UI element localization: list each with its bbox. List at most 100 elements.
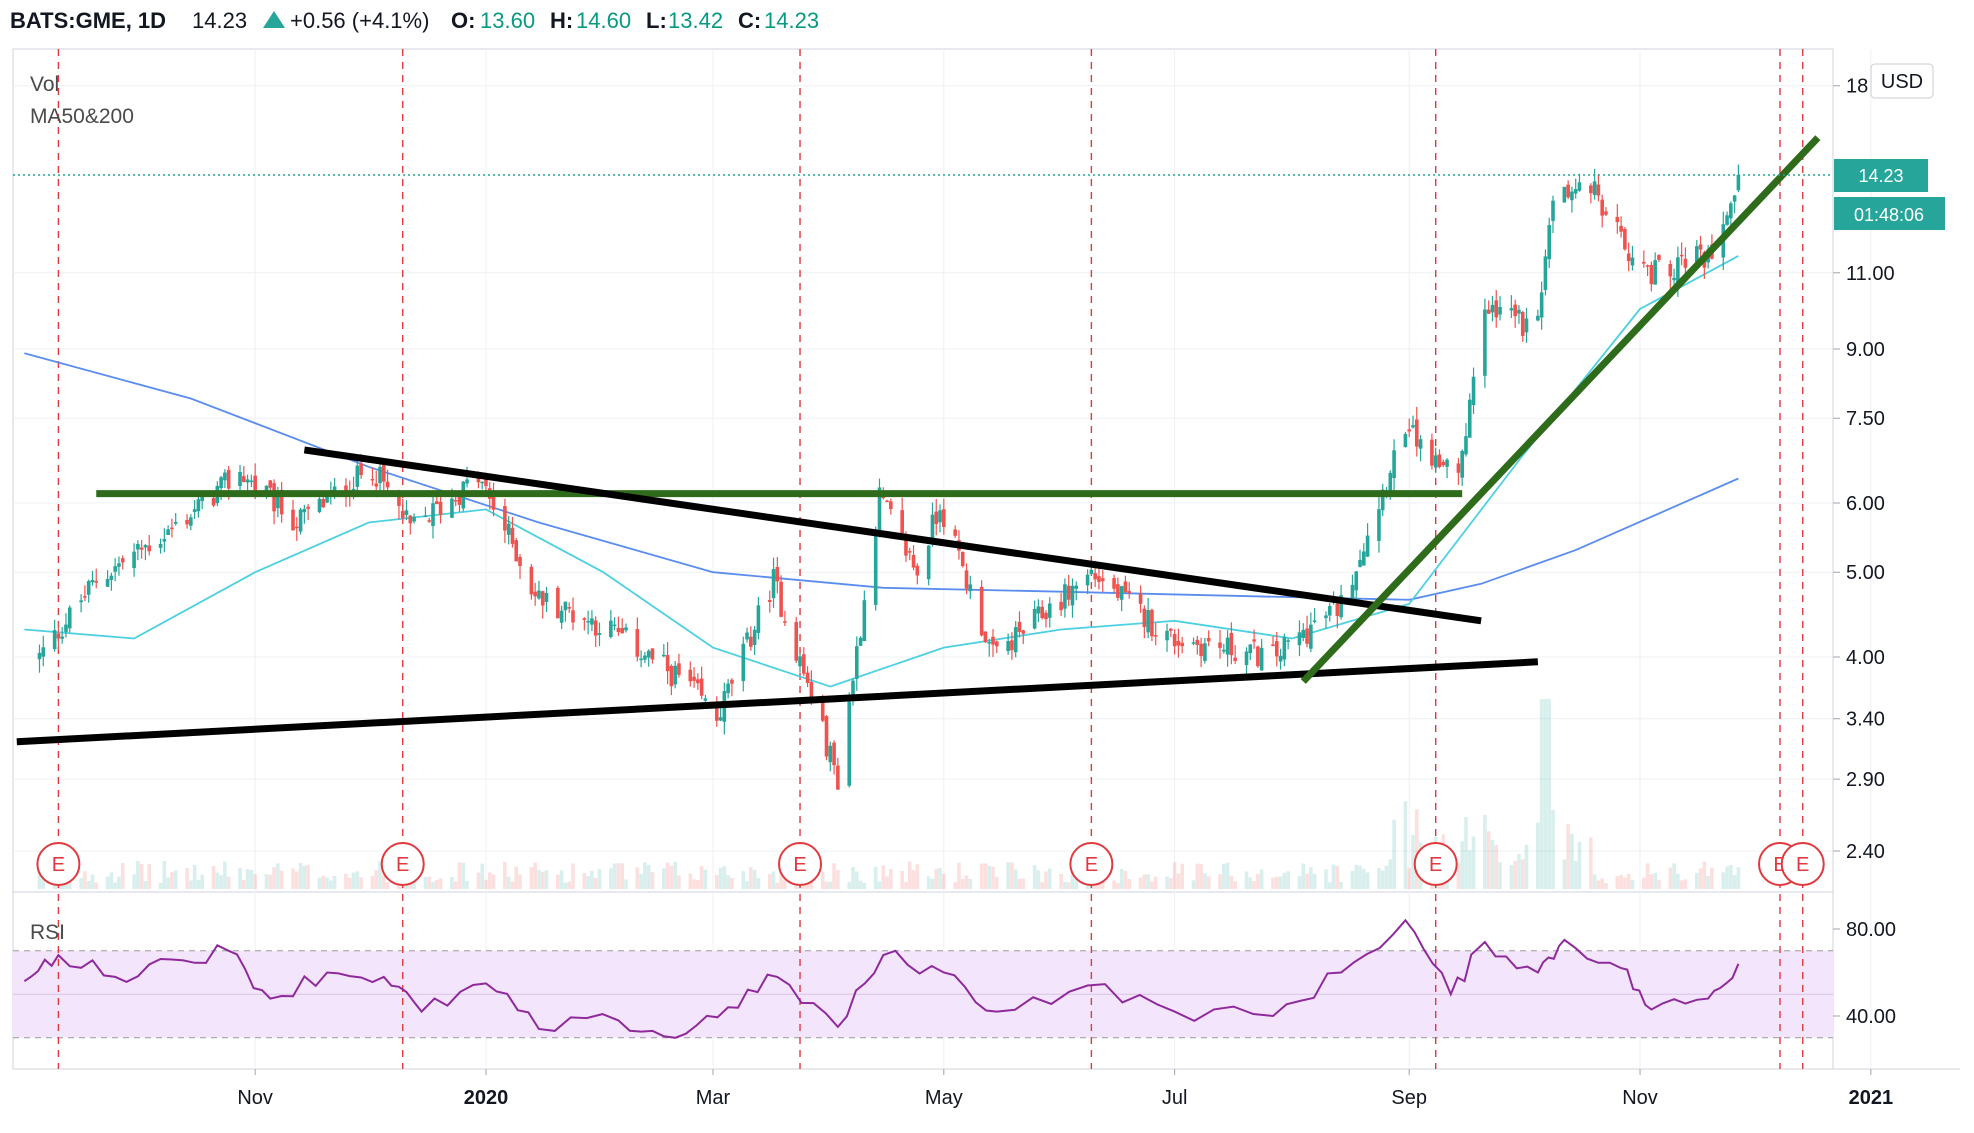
candle-body [1274,641,1279,657]
time-axis[interactable]: Nov 2020 Mar May Jul Sep Nov 2021 [237,1069,1893,1109]
volume-bar [616,863,621,889]
volume-bar [264,874,269,889]
candle-body [264,485,269,494]
volume-bar [726,875,730,889]
candle-body [306,506,310,509]
earnings-marker-label: E [1085,854,1098,876]
candle-body [650,648,655,660]
earnings-marker[interactable]: E [1413,842,1458,886]
volume-bar [824,881,829,889]
volume-bar [854,871,859,889]
volume-bar [911,870,916,889]
volume-bar [1520,859,1525,889]
candle-body [332,486,337,491]
candle-body [185,519,189,525]
volume-bar [571,863,575,889]
earnings-marker[interactable]: E [36,842,81,886]
volume-bar [915,864,920,889]
candle-body [559,610,564,623]
price-tick-label: 3.40 [1846,709,1885,731]
volume-bar [347,877,352,889]
rsi-axis[interactable]: 80.00 40.00 [1833,919,1896,1028]
volume-bar [1070,864,1075,889]
earnings-marker[interactable]: E [1069,842,1114,886]
volume-bar [1547,699,1552,889]
candle-body [1725,215,1729,225]
volume-bar [877,881,882,889]
last-price-badge: 14.23 [1834,159,1928,192]
candle-body [484,477,488,487]
volume-bar [423,876,428,889]
volume-bar [1006,862,1010,889]
uptrend-line [1300,135,1821,684]
candle-body [476,477,481,483]
time-tick-label: Mar [696,1087,731,1109]
candle-body [673,665,677,685]
volume-bar [639,873,643,889]
candle-body [877,487,882,535]
candle-body [692,676,696,681]
volume-bar [94,882,99,889]
volume-bar [612,863,617,889]
candle-body [1203,643,1207,661]
volume-bar [325,877,329,889]
volume-bar [567,881,572,889]
volume-bar [1327,882,1332,889]
trendlines[interactable] [16,135,1821,746]
candle-body [904,537,908,556]
candle-body [1683,258,1688,268]
volume-bar [143,881,148,889]
candle-body [291,509,295,531]
candle-body [756,605,761,633]
earnings-marker[interactable]: E [380,842,425,886]
candle-body [805,672,810,683]
volume-bar [1626,873,1631,889]
volume-bar [907,861,912,889]
volume-bar [344,873,348,889]
volume-bar [117,876,121,889]
earnings-marker-circle [1780,842,1825,886]
candle-body [1327,606,1332,616]
candle-body [730,679,734,684]
volume-bar [1513,860,1517,889]
volume-bar [503,861,507,889]
volume-bar [219,875,223,889]
volume-bar [1486,831,1491,889]
volume-bar [1483,815,1487,889]
candle-body [113,566,117,572]
volume-bar [1119,868,1124,889]
vol-label: Vol [30,73,59,96]
candle-body [192,509,197,513]
volume-bar [836,870,840,889]
volume-bar [722,866,727,889]
currency-button[interactable]: USD [1870,63,1934,99]
candle-body [1040,606,1044,619]
candle-body [158,543,163,548]
candle-body [593,620,598,636]
volume-bar [1619,874,1623,889]
volume-bar [703,869,708,889]
earnings-marker[interactable]: E [1780,842,1825,886]
earnings-marker[interactable]: E [778,842,823,886]
time-tick-label: Sep [1391,1087,1427,1109]
last-price-badge-text: 14.23 [1858,166,1903,186]
volume-bar [1494,844,1499,889]
candle-body [56,633,61,639]
candle-body [1543,256,1548,290]
volume-bar [1203,873,1207,889]
candle-body [688,669,693,682]
volume-bar [211,866,216,889]
candle-body [911,555,916,568]
volume-bar [465,880,469,889]
candle-body [382,464,386,482]
candle-body [219,477,223,489]
candle-body [465,479,469,484]
candle-body [1547,225,1552,260]
candle-body [1630,257,1635,266]
volume-bar [162,861,167,889]
time-tick-label: Jul [1162,1087,1188,1109]
price-axis[interactable]: 18 11.00 9.00 7.50 6.00 5.00 4.00 3.40 2.90 2.40 [1833,76,1895,863]
candle-body [1199,643,1203,657]
